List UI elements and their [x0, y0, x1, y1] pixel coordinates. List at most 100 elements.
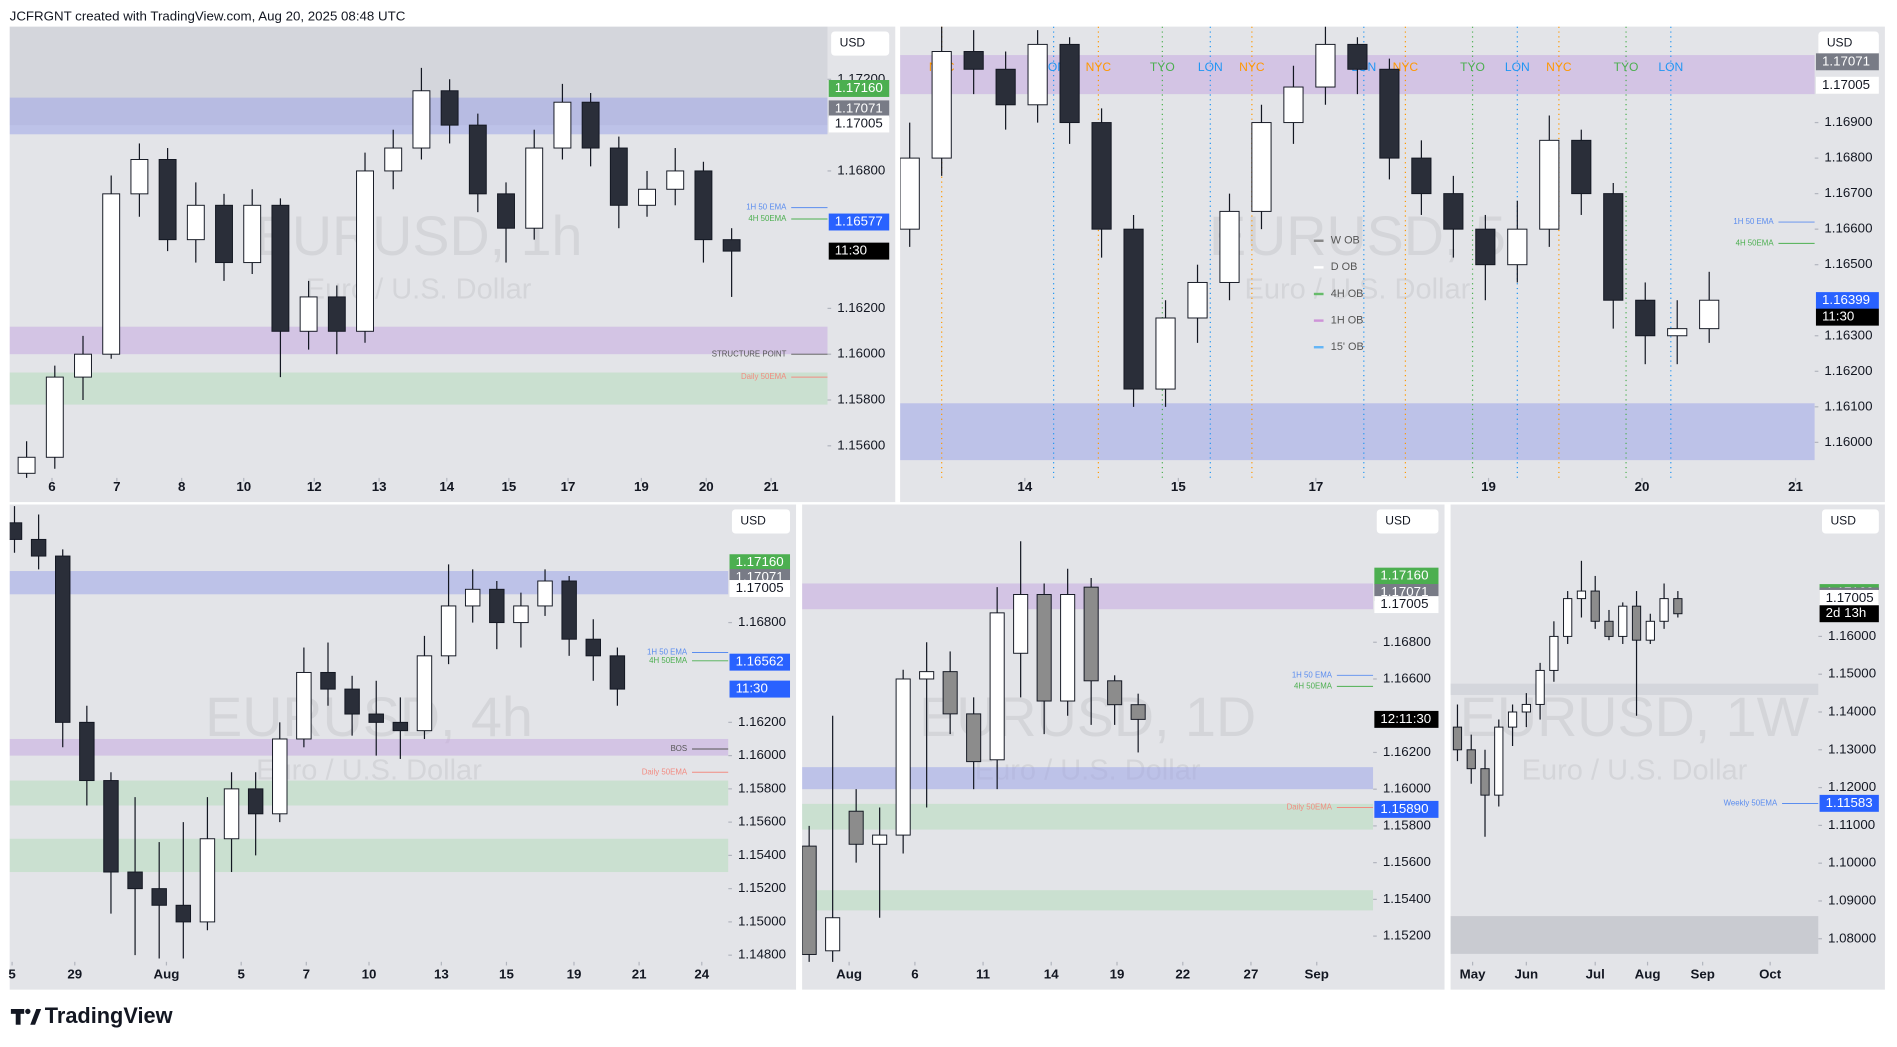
y-tick-label: 1.16600 [1824, 221, 1872, 236]
x-tick-label: 7 [113, 479, 120, 494]
x-tick-label: 8 [178, 479, 185, 494]
currency-box [1376, 509, 1439, 534]
annotation-label: 1H 50 EMA [1733, 217, 1774, 226]
candle-body [1563, 598, 1573, 637]
legend-label: 4H OB [1331, 288, 1364, 300]
candle-body [553, 101, 572, 149]
order-block-zone [9, 780, 729, 806]
session-label: LON [1198, 60, 1223, 74]
candle-body [802, 845, 817, 955]
candle-body [158, 159, 177, 241]
currency-box [1821, 509, 1879, 534]
candle-body [320, 671, 336, 690]
y-tick-label: 1.16800 [738, 614, 786, 629]
session-label: NYC [1546, 60, 1572, 74]
y-tick-label: 1.16800 [1824, 150, 1872, 165]
countdown-box [828, 242, 890, 260]
x-tick-label: 19 [567, 967, 582, 982]
candle-body [440, 90, 459, 126]
candle-body [464, 588, 481, 607]
candle-body [1036, 594, 1052, 702]
candle-body [1187, 281, 1208, 319]
price-label-box [828, 80, 890, 97]
x-tick-label: 10 [362, 967, 377, 982]
y-tick-label: 1.12000 [1828, 779, 1876, 794]
x-tick-label: 6 [911, 967, 918, 982]
candle-body [130, 159, 149, 195]
price-label-box [729, 554, 791, 572]
annotation-label: STRUCTURE POINT [712, 349, 787, 358]
y-tick-label: 1.15600 [1383, 854, 1431, 869]
candle-body [1699, 299, 1720, 330]
session-label: LON [1658, 60, 1683, 74]
session-label: TYO [1150, 60, 1175, 74]
x-tick-label: 14 [439, 479, 454, 494]
y-tick-label: 1.16000 [738, 747, 786, 762]
price-label-box [1815, 292, 1879, 310]
candle-body [1155, 317, 1176, 390]
y-tick-label: 1.16200 [1824, 363, 1872, 378]
x-tick-label: 19 [634, 479, 649, 494]
order-block-zone [802, 890, 1374, 911]
candle-body [963, 51, 984, 70]
x-tick-label: 13 [372, 479, 387, 494]
candle-body [489, 588, 505, 624]
price-label: 1.17005 [835, 115, 883, 130]
panel-background [1450, 504, 1885, 990]
order-block-zone [802, 767, 1374, 790]
candle-body [1083, 586, 1099, 682]
candle-body [638, 188, 656, 206]
candle-body [1645, 620, 1655, 641]
candle-body [1480, 768, 1490, 796]
candle-body [1659, 598, 1669, 622]
x-tick-label: 10 [236, 479, 251, 494]
countdown-label: 11:30 [1822, 309, 1854, 324]
price-label-box [1819, 794, 1879, 812]
order-block-zone [1450, 916, 1819, 954]
currency-box [731, 509, 791, 534]
candle-body [368, 713, 384, 723]
watermark-subtitle: Euro / U.S. Dollar [1245, 274, 1471, 306]
x-tick-label: 17 [1308, 479, 1323, 494]
y-tick-label: 1.08000 [1828, 930, 1876, 945]
candle-body [30, 538, 47, 557]
candle-body [215, 204, 233, 264]
candle-body [103, 780, 119, 873]
candle-body [74, 353, 92, 378]
x-tick-label: 12 [307, 479, 322, 494]
y-tick-label: 1.13000 [1828, 741, 1876, 756]
candle-body [356, 170, 374, 332]
annotation-label: Daily 50EMA [642, 767, 688, 776]
candle-body [1013, 594, 1029, 654]
candle-body [1091, 122, 1112, 230]
candle-body [995, 68, 1016, 106]
y-tick-label: 1.16800 [1383, 634, 1431, 649]
y-tick-label: 1.09000 [1828, 892, 1876, 907]
watermark-title: EURUSD, 1W [1460, 686, 1810, 748]
x-tick-label: 19 [1110, 967, 1125, 982]
candle-body [384, 147, 403, 172]
y-tick-label: 1.15000 [738, 913, 786, 928]
countdown-box [1374, 710, 1439, 728]
candle-body [1027, 43, 1048, 106]
annotation-label: Daily 50EMA [741, 372, 787, 381]
candle-body [1539, 139, 1560, 230]
candle-body [299, 296, 318, 332]
order-block-zone [9, 571, 729, 595]
x-tick-label: 15 [1171, 479, 1186, 494]
candle-body [17, 456, 36, 474]
footer-logo [10, 1008, 42, 1025]
price-label-box [1374, 567, 1439, 585]
y-tick-label: 1.16100 [1824, 398, 1872, 413]
x-tick-label: 15 [501, 479, 516, 494]
candle-body [1521, 703, 1531, 713]
currency-label: USD [840, 36, 866, 50]
candle-body [1549, 635, 1559, 671]
x-tick-label: 21 [764, 479, 779, 494]
countdown-box [729, 680, 791, 698]
y-tick-label: 1.16000 [1828, 628, 1876, 643]
order-block-zone [9, 738, 729, 756]
price-label-box [828, 213, 890, 231]
x-tick-label: 20 [1635, 479, 1650, 494]
